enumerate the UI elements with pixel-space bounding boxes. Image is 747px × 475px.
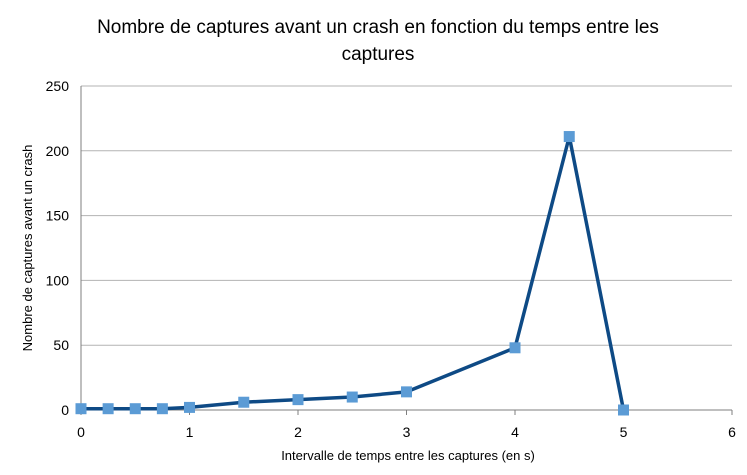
- x-tick-label: 6: [728, 424, 736, 440]
- x-tick-label: 4: [511, 424, 519, 440]
- x-tick-label: 0: [77, 424, 85, 440]
- x-tick-label: 1: [186, 424, 194, 440]
- y-tick-label: 250: [46, 78, 70, 94]
- data-point: [401, 386, 412, 398]
- y-tick-label: 200: [46, 143, 70, 159]
- y-axis-label: Nombre de captures avant un crash: [20, 145, 35, 352]
- y-tick-label: 100: [46, 272, 70, 288]
- data-point: [75, 403, 87, 415]
- data-point: [156, 403, 168, 415]
- y-tick-label: 150: [46, 208, 70, 224]
- data-point: [184, 401, 195, 413]
- data-point: [618, 404, 629, 416]
- grid-lines: [81, 85, 732, 346]
- data-point: [292, 394, 304, 406]
- data-point: [102, 403, 114, 415]
- y-tick-label: 50: [53, 337, 69, 353]
- data-point: [509, 342, 521, 354]
- data-point: [346, 391, 358, 403]
- x-tick-label: 2: [294, 424, 302, 440]
- series-line: [79, 134, 626, 412]
- data-point: [238, 396, 250, 408]
- series: [75, 131, 629, 416]
- data-point: [129, 403, 141, 415]
- y-tick-label: 0: [61, 402, 69, 418]
- axes: [80, 86, 733, 415]
- tick-labels: 0 50 100 150 200 250 0 1 2 3 4 5 6: [46, 78, 736, 440]
- data-point: [563, 131, 575, 143]
- x-tick-label: 3: [403, 424, 411, 440]
- x-axis-label: Intervalle de temps entre les captures (…: [281, 448, 535, 463]
- chart-title: Nombre de captures avant un crash en fon…: [97, 17, 659, 65]
- x-tick-label: 5: [620, 424, 628, 440]
